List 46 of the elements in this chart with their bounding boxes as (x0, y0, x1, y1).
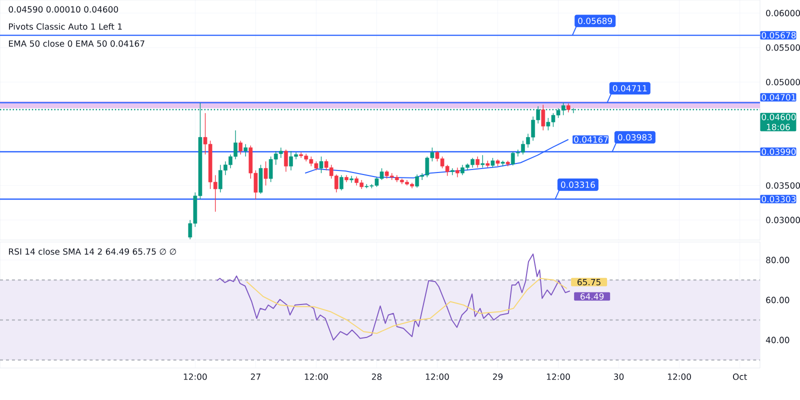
x-tick-label: 12:00 (426, 374, 449, 380)
y-tick-label: 40.00 (766, 336, 790, 344)
data-label: 0.04167 (574, 136, 608, 143)
x-tick-label: 28 (372, 374, 382, 380)
candlestick (340, 174, 344, 191)
data-label: 64.49 (580, 293, 604, 300)
y-tick-label: 80.00 (766, 256, 790, 264)
candlestick (319, 156, 324, 174)
y-tick-label: 0.03500 (766, 182, 800, 189)
x-tick-label: 12:00 (668, 374, 691, 380)
text: RSI 14 close SMA 14 2 64.49 65.75 ∅ ∅ (9, 248, 176, 255)
ref-line-label: 0.03303 (762, 196, 796, 202)
annotation: 0.04590 0.00010 0.04600 (8, 6, 118, 13)
candlestick (480, 154, 485, 168)
y-tick-label: 0.05500 (766, 44, 800, 51)
candlestick (244, 144, 248, 157)
candlestick (238, 140, 242, 155)
annotation: 0.03316 (561, 182, 595, 188)
annotation: Pivots Classic Auto 1 Left 1 (9, 23, 122, 30)
ref-line-label: 0.04600 18:06 (762, 114, 796, 130)
annotation: 0.03983 (618, 134, 652, 141)
y-tick-label: 0.06000 (766, 10, 800, 16)
ref-line-label: 0.05678 (762, 32, 796, 39)
x-tick-label: Oct (732, 374, 747, 380)
candlestick (264, 161, 268, 186)
ref-line-label: 0.03990 (762, 148, 796, 155)
x-tick-label: 12:00 (184, 374, 207, 380)
x-tick-label: 29 (493, 374, 503, 380)
candlestick (350, 176, 354, 184)
candlestick (476, 156, 480, 168)
candlestick (284, 149, 288, 172)
y-tick-label: 0.05000 (766, 78, 800, 86)
annotation: EMA 50 close 0 EMA 50 0.04167 (9, 40, 144, 47)
candlestick (541, 104, 546, 131)
x-tick-label: 30 (614, 374, 624, 380)
x-tick-label: 12:00 (304, 374, 328, 380)
y-tick-label: 60.00 (766, 296, 790, 304)
x-tick-label: 12:00 (547, 374, 570, 380)
annotation: 0.04711 (612, 85, 647, 92)
candlestick (490, 158, 495, 168)
y-tick-label: 0.03000 (766, 216, 800, 224)
ref-line-label: 0.04701 (762, 94, 796, 100)
x-tick-label: 27 (250, 374, 260, 380)
data-label: 65.75 (578, 278, 600, 286)
annotation: 0.05689 (578, 18, 612, 24)
candlestick (456, 167, 460, 178)
